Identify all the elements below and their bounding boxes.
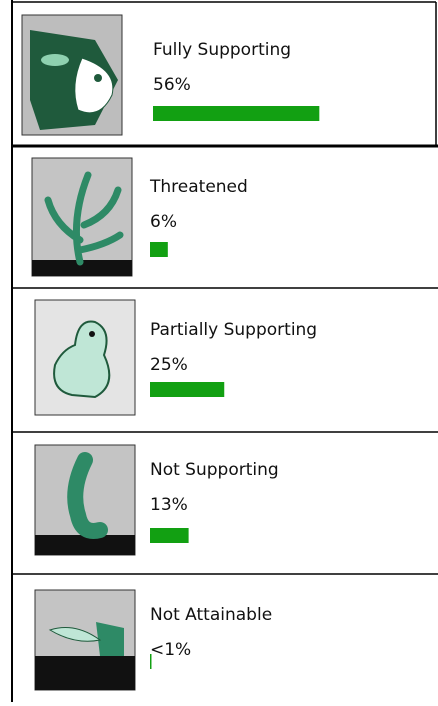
category-label: Threatened xyxy=(149,177,248,197)
icon-sprout xyxy=(34,589,136,691)
value-label: 6% xyxy=(150,212,177,232)
bar xyxy=(150,654,152,669)
icon-fish xyxy=(21,14,123,136)
value-label: 25% xyxy=(150,355,188,375)
icon-seaweed xyxy=(31,157,133,277)
value-label: <1% xyxy=(150,640,191,660)
bar xyxy=(150,242,168,257)
bar xyxy=(150,382,225,397)
value-label: 56% xyxy=(153,75,191,95)
category-label: Fully Supporting xyxy=(153,40,291,60)
bar xyxy=(150,528,189,543)
category-label: Partially Supporting xyxy=(150,320,317,340)
bar xyxy=(153,106,320,121)
icon-microbe xyxy=(34,299,136,416)
value-label: 13% xyxy=(150,495,188,515)
icon-worm xyxy=(34,444,136,556)
category-label: Not Attainable xyxy=(150,605,272,625)
category-label: Not Supporting xyxy=(150,460,279,480)
